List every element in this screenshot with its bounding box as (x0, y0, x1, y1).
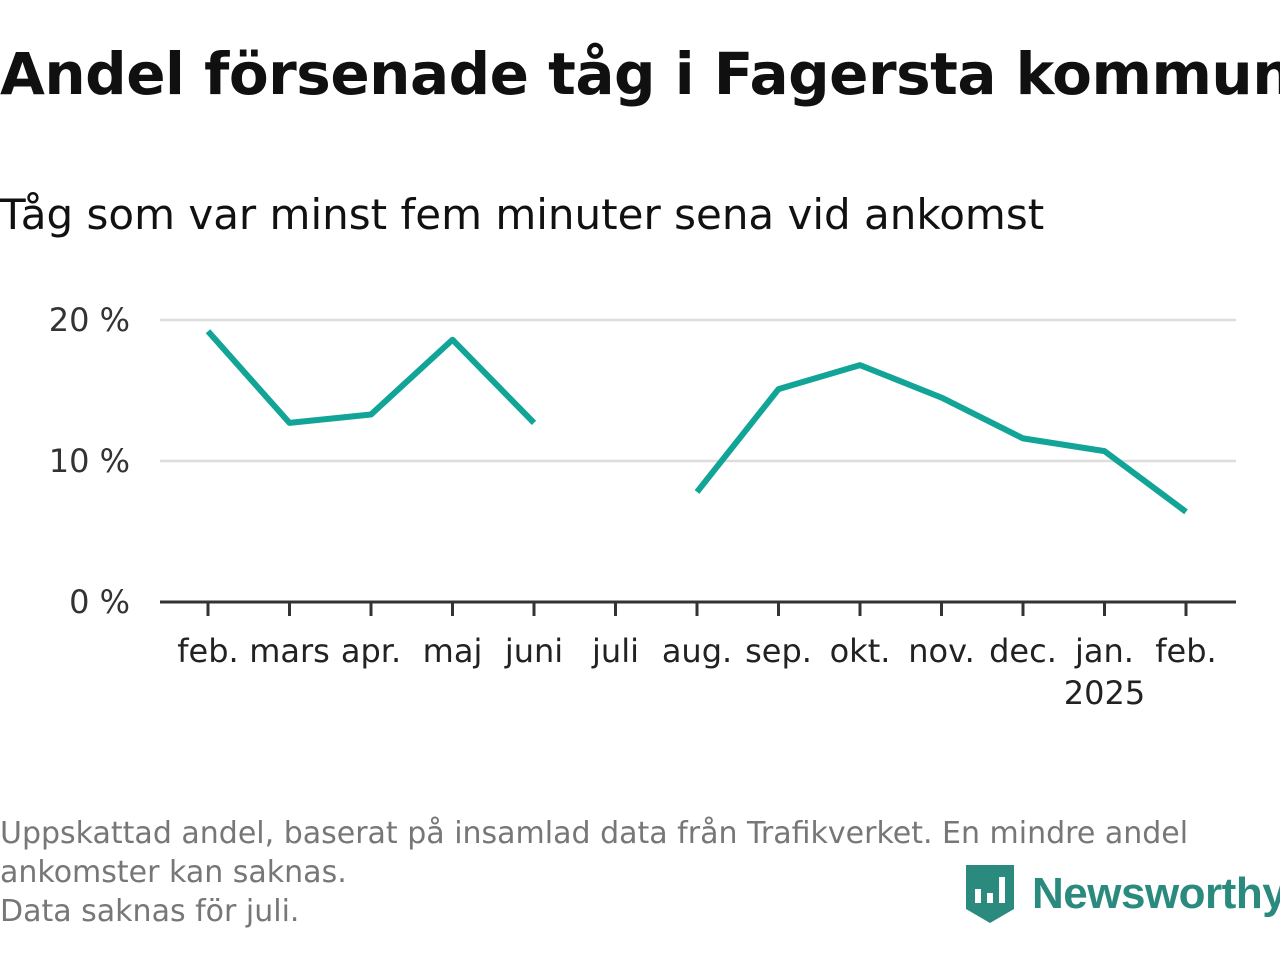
x-tick-label: feb. (1155, 632, 1216, 670)
y-tick-label: 20 % (49, 301, 130, 339)
footnote-line: Uppskattad andel, baserat på insamlad da… (0, 816, 1189, 851)
chart-subtitle: Tåg som var minst fem minuter sena vid a… (0, 190, 1045, 239)
series-lines (205, 329, 1188, 515)
x-tick-label: mars (249, 632, 330, 670)
grid-lines (160, 318, 1236, 463)
x-tick-label: aug. (662, 632, 732, 670)
x-tick-label: maj (423, 632, 483, 670)
series-line (694, 362, 1188, 515)
x-tick-label: okt. (830, 632, 891, 670)
y-tick-label: 10 % (49, 442, 130, 480)
series-line (205, 329, 537, 426)
x-tick-label: sep. (745, 632, 812, 670)
x-tick-label: juli (591, 632, 639, 670)
x-tick-label: jan. (1074, 632, 1134, 670)
footnote-line: ankomster kan saknas. (0, 855, 347, 890)
x-tick-label: apr. (341, 632, 401, 670)
x-tick-label: feb. (177, 632, 238, 670)
x-tick-label: juni (504, 632, 563, 670)
brand-name: Newsworthy (1032, 869, 1280, 918)
x-axis: feb. mars apr. maj juni juli aug. sep. okt. nov. d… (160, 600, 1236, 712)
y-tick-label: 0 % (69, 583, 130, 621)
footnote: Uppskattad andel, baserat på insamlad da… (0, 814, 1270, 931)
footnote-line: Data saknas för juli. (0, 894, 300, 929)
newsworthy-logo-icon (966, 865, 1014, 923)
x-tick-label: nov. (908, 632, 974, 670)
x-tick-label: dec. (989, 632, 1057, 670)
chart-title: Andel försenade tåg i Fagersta kommun (0, 40, 1280, 108)
x-year-label: 2025 (1064, 674, 1145, 712)
y-axis-ticks: 0 % 10 % 20 % (49, 301, 130, 621)
brand-logo: Newsworthy (964, 862, 1280, 926)
line-chart: 0 % 10 % 20 % feb. mars apr. maj juni juli aug. s… (49, 301, 1236, 712)
